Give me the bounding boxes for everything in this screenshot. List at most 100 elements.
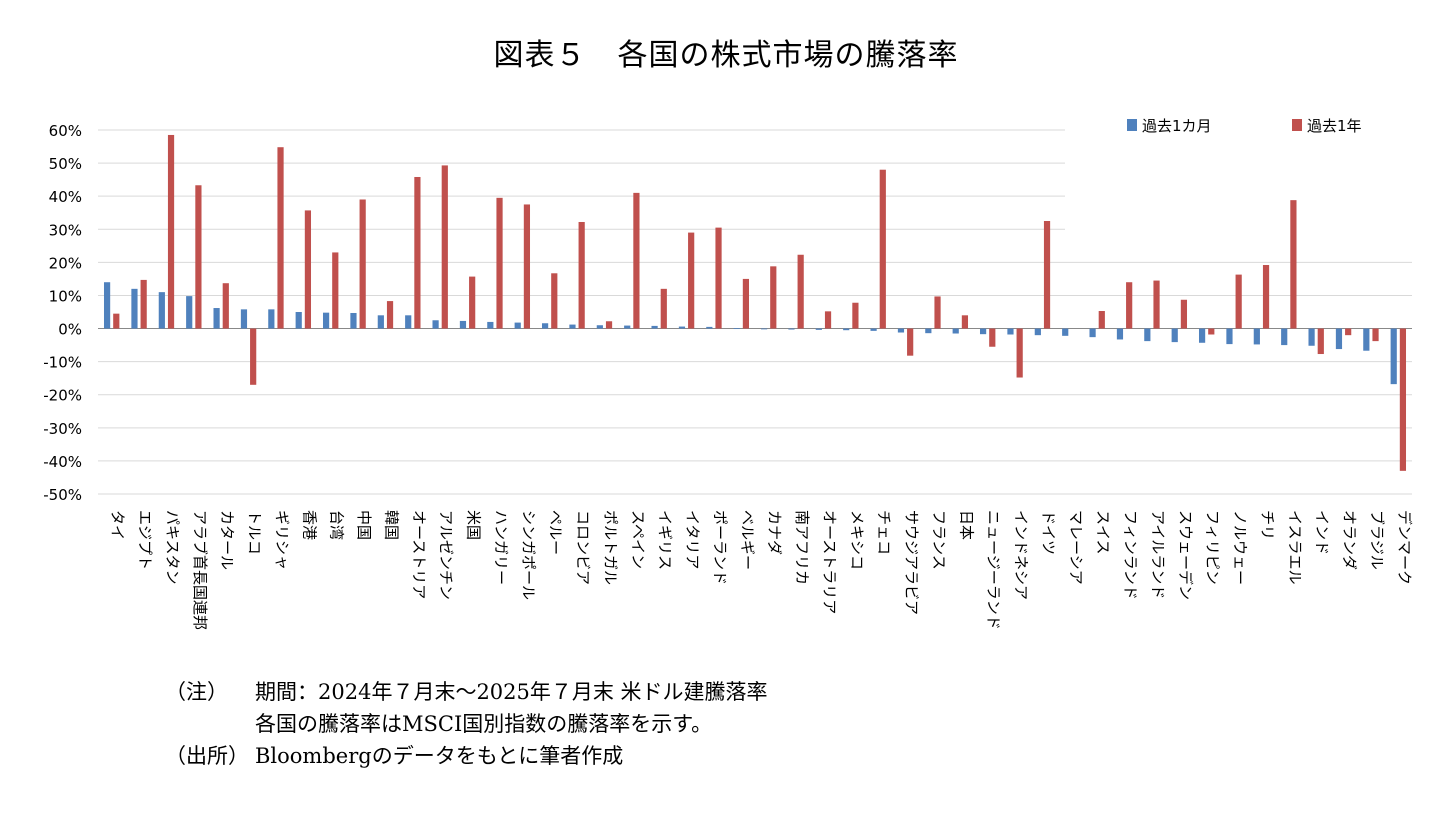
bar-1year (989, 328, 996, 347)
bar-1month (1034, 328, 1041, 336)
bar-1month (870, 328, 877, 331)
note-label: （注） (165, 680, 228, 704)
y-tick-label: 30% (49, 221, 82, 239)
bar-1year (386, 301, 394, 329)
y-tick-label: 0% (58, 321, 82, 339)
bar-1year (907, 328, 914, 356)
x-tick-label: ポーランド (711, 510, 729, 585)
bar-1month (706, 326, 713, 329)
x-tick-label: 日本 (957, 510, 975, 540)
x-tick-label: チリ (1258, 510, 1276, 540)
bar-1year (660, 288, 667, 329)
x-tick-label: フランス (930, 510, 948, 570)
x-tick-label: スウェーデン (1176, 510, 1194, 600)
bar-1year (852, 302, 859, 329)
x-tick-label: タイ (109, 510, 127, 540)
bar-1month (268, 309, 275, 329)
bar-1month (514, 322, 521, 329)
bar-1year (441, 165, 448, 329)
bar-1month (240, 309, 248, 329)
bar-1month (1198, 328, 1206, 343)
x-tick-label: ベルギー (738, 510, 756, 570)
bar-1year (195, 185, 202, 329)
legend-swatch (1292, 119, 1302, 131)
bar-1month (1171, 328, 1178, 343)
x-tick-label: 台湾 (328, 510, 346, 540)
bar-1year (1399, 328, 1407, 471)
bar-1year (1126, 282, 1133, 329)
legend: 過去1カ月 過去1年 (1127, 117, 1362, 135)
bar-1month (541, 323, 549, 329)
x-tick-label: シンガポール (519, 510, 537, 600)
bar-1month (624, 325, 631, 329)
note-row: （注） 期間：2024年７月末～2025年７月末 米ドル建騰落率 (165, 676, 768, 708)
x-tick-label: 南アフリカ (793, 510, 811, 585)
bar-1month (459, 320, 467, 329)
bar-1year (1290, 200, 1297, 329)
bar-1month (843, 328, 850, 331)
x-tick-label: 韓国 (382, 510, 400, 540)
bar-1month (432, 320, 439, 329)
y-tick-label: 50% (49, 155, 82, 173)
x-tick-label: コロンビア (574, 510, 592, 585)
note-text: Bloombergのデータをもとに筆者作成 (255, 744, 624, 768)
x-tick-label: スペイン (629, 510, 647, 569)
bar-1month (103, 282, 111, 329)
bar-1year (770, 266, 777, 329)
x-tick-label: ハンガリー (492, 510, 510, 585)
bar-1year (1317, 328, 1324, 355)
bar-1month (1226, 328, 1233, 345)
bar-1month (897, 328, 905, 333)
x-tick-label: トルコ (246, 510, 264, 555)
x-axis-labels: タイ エジプト パキスタン アラブ首長国連邦 カタール トルコ ギリシャ 香港 台湾 中国 韓国 オー… (109, 510, 1414, 630)
x-tick-label: イスラエル (1286, 510, 1304, 585)
y-tick-label: 20% (49, 254, 82, 272)
x-tick-label: ペルー (547, 510, 565, 555)
x-tick-label: メキシコ (848, 510, 866, 570)
bar-1month (569, 324, 576, 329)
bar-1year (715, 227, 722, 329)
x-tick-label: ポルトガル (601, 510, 619, 585)
bar-1month (678, 326, 686, 329)
bar-1year (1016, 328, 1023, 378)
bar-1year (1180, 299, 1188, 329)
bar-1month (788, 328, 795, 330)
bar-1year (304, 210, 312, 329)
bar-1year (250, 328, 257, 385)
bar-1month (213, 308, 220, 329)
bar-1year (879, 169, 886, 329)
x-tick-label: ギリシャ (273, 510, 291, 570)
bar-1year (551, 273, 558, 329)
legend-swatch (1127, 119, 1137, 131)
bar-1month (1144, 328, 1151, 342)
bar-1year (167, 134, 175, 329)
bar-1month (733, 328, 740, 330)
bar-1month (1116, 328, 1124, 340)
note-label (165, 708, 255, 740)
x-tick-label: オーストリア (410, 510, 428, 599)
bar-1year (1043, 221, 1051, 329)
bar-1year (332, 252, 339, 329)
note-row: （出所） Bloombergのデータをもとに筆者作成 (165, 740, 768, 772)
bar-1year (1208, 328, 1215, 335)
bar-1month (815, 328, 822, 330)
bar-1month (1390, 328, 1397, 385)
x-tick-label: カタール (218, 510, 236, 570)
bar-1month (377, 315, 384, 329)
x-tick-label: オランダ (1341, 510, 1359, 570)
bar-1year (797, 254, 804, 329)
y-tick-label: -10% (43, 354, 82, 372)
x-tick-label: アラブ首長国連邦 (191, 510, 209, 630)
bar-1month (350, 312, 357, 329)
y-tick-label: -40% (43, 453, 82, 471)
y-tick-label: -20% (43, 387, 82, 405)
bar-1month (1253, 328, 1260, 345)
bar-1month (158, 292, 165, 329)
x-tick-label: ドイツ (1039, 510, 1057, 555)
x-tick-label: ブラジル (1368, 510, 1386, 570)
legend-label: 過去1年 (1307, 117, 1362, 135)
bar-1month (596, 325, 603, 329)
bar-1year (414, 176, 421, 329)
x-tick-label: アイルランド (1149, 510, 1167, 599)
bar-1year (742, 278, 750, 329)
